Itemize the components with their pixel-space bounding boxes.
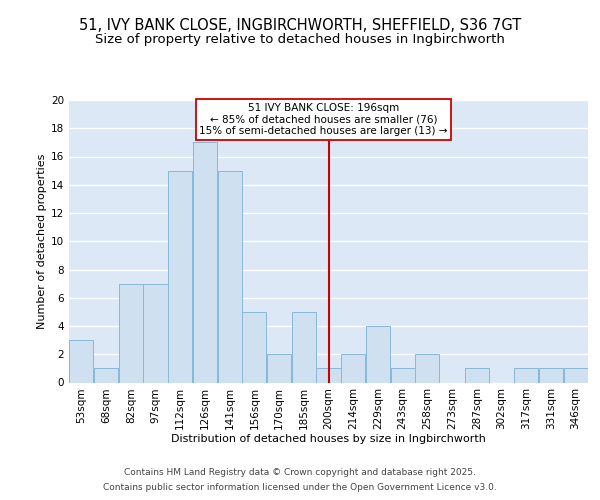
Bar <box>563 368 588 382</box>
Bar <box>464 368 489 382</box>
Bar <box>168 170 193 382</box>
Bar <box>366 326 390 382</box>
Text: 51 IVY BANK CLOSE: 196sqm
← 85% of detached houses are smaller (76)
15% of semi-: 51 IVY BANK CLOSE: 196sqm ← 85% of detac… <box>199 103 448 136</box>
Bar <box>267 354 291 382</box>
Bar <box>292 312 316 382</box>
Bar <box>94 368 118 382</box>
Y-axis label: Number of detached properties: Number of detached properties <box>37 154 47 329</box>
Bar <box>415 354 439 382</box>
Bar <box>119 284 143 382</box>
Text: Size of property relative to detached houses in Ingbirchworth: Size of property relative to detached ho… <box>95 32 505 46</box>
Bar <box>316 368 341 382</box>
Text: 51, IVY BANK CLOSE, INGBIRCHWORTH, SHEFFIELD, S36 7GT: 51, IVY BANK CLOSE, INGBIRCHWORTH, SHEFF… <box>79 18 521 32</box>
Text: Contains public sector information licensed under the Open Government Licence v3: Contains public sector information licen… <box>103 483 497 492</box>
Bar <box>242 312 266 382</box>
Bar <box>218 170 242 382</box>
Bar <box>341 354 365 382</box>
Text: Contains HM Land Registry data © Crown copyright and database right 2025.: Contains HM Land Registry data © Crown c… <box>124 468 476 477</box>
Bar <box>539 368 563 382</box>
Bar <box>69 340 94 382</box>
Bar <box>514 368 538 382</box>
Bar <box>193 142 217 382</box>
X-axis label: Distribution of detached houses by size in Ingbirchworth: Distribution of detached houses by size … <box>171 434 486 444</box>
Bar <box>143 284 167 382</box>
Bar <box>391 368 415 382</box>
